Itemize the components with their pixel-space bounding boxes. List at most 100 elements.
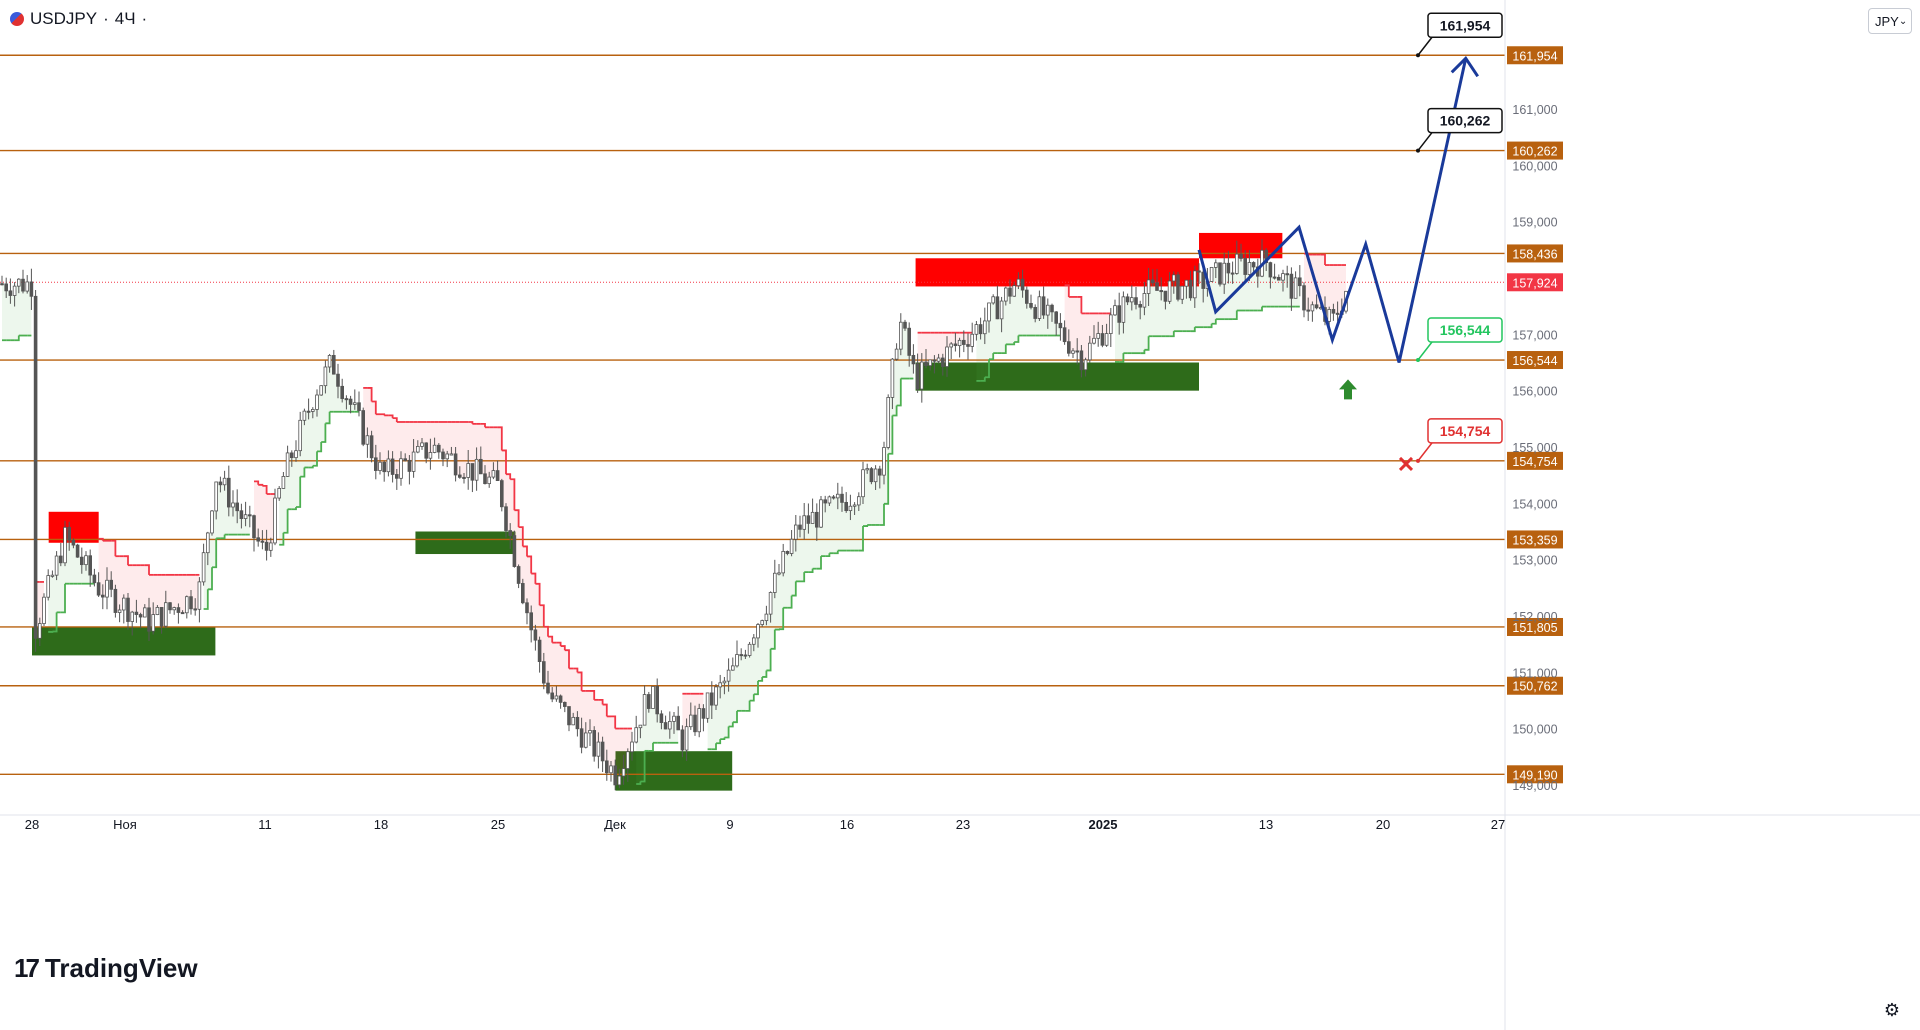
resistance-stop-line: [560, 645, 566, 651]
stop-fill-segment: [312, 409, 317, 466]
candle: [96, 582, 101, 596]
currency-button[interactable]: JPY ⌄: [1868, 8, 1912, 34]
candle: [1327, 309, 1332, 322]
stop-fill-segment: [178, 574, 183, 613]
support-stop-line: [1207, 323, 1213, 329]
level-price-label: 149,190: [1512, 768, 1557, 782]
stop-fill-segment: [552, 642, 557, 699]
callout-label: 160,262: [1440, 113, 1491, 129]
stop-fill-segment: [52, 575, 57, 632]
candle: [533, 629, 538, 641]
stop-fill-segment: [762, 620, 767, 677]
tradingview-logo[interactable]: 17 TradingView: [14, 953, 198, 984]
support-stop-line: [220, 534, 226, 540]
resistance-stop-line: [539, 604, 545, 627]
callout-anchor: [1416, 358, 1420, 363]
demand-zone: [615, 751, 733, 791]
support-stop-line: [1211, 319, 1217, 325]
candle: [155, 607, 160, 615]
gear-icon[interactable]: ⚙: [1883, 1000, 1900, 1020]
candle: [554, 695, 559, 700]
candle: [214, 481, 219, 512]
symbol-header[interactable]: USDJPY · 4Ч ·: [10, 8, 147, 30]
candle: [163, 602, 168, 627]
resistance-stop-line: [1077, 296, 1083, 314]
stop-fill-segment: [871, 481, 876, 525]
support-stop-line: [825, 553, 831, 558]
candle: [983, 320, 987, 335]
callout-label: 154,754: [1440, 423, 1491, 439]
level-price-tag: [1507, 351, 1563, 370]
support-stop-line: [787, 595, 793, 609]
support-stop-line: [207, 567, 213, 591]
stop-fill-segment: [930, 332, 935, 360]
stop-fill-segment: [737, 654, 742, 711]
candle: [474, 458, 479, 481]
stop-fill-segment: [1005, 288, 1010, 345]
support-stop-line: [325, 411, 331, 425]
candle: [647, 694, 651, 709]
candle: [781, 551, 785, 574]
stop-fill-segment: [665, 728, 670, 743]
candle: [394, 474, 399, 479]
candle: [1088, 342, 1092, 361]
candle: [953, 343, 958, 347]
candle: [1310, 304, 1315, 312]
candle: [218, 481, 223, 486]
stop-fill-segment: [413, 421, 418, 453]
stop-fill-segment: [1089, 313, 1094, 344]
candle: [1096, 333, 1101, 339]
stop-fill-segment: [510, 479, 515, 536]
candle: [457, 474, 462, 478]
candle: [1247, 262, 1252, 275]
stop-fill-segment: [422, 421, 427, 443]
candle: [4, 283, 9, 292]
candle: [588, 730, 592, 734]
stop-fill-segment: [573, 668, 578, 718]
candle: [525, 602, 529, 614]
support-stop-line: [896, 378, 902, 407]
stop-fill-segment: [1278, 280, 1283, 307]
candle: [260, 540, 265, 543]
support-stop-line: [1144, 336, 1150, 351]
candle: [827, 496, 832, 504]
resistance-stop-line: [535, 582, 541, 606]
stop-fill-segment: [1010, 296, 1015, 345]
support-stop-line: [980, 377, 986, 382]
candle: [201, 552, 206, 583]
candle: [1243, 258, 1248, 275]
candle: [1062, 327, 1067, 343]
candle: [50, 574, 55, 577]
candle: [205, 532, 210, 554]
support-stop-line: [312, 451, 318, 467]
chevron-down-icon: ⌄: [1898, 15, 1908, 27]
stop-fill-segment: [401, 421, 406, 459]
candle: [995, 296, 1000, 320]
resistance-stop-line: [564, 649, 570, 669]
stop-fill-segment: [2, 283, 7, 341]
candle: [1092, 337, 1096, 344]
stop-fill-segment: [1014, 285, 1019, 342]
candle: [315, 394, 319, 410]
candle: [193, 608, 198, 611]
stop-fill-segment: [18, 279, 23, 336]
candle: [466, 463, 470, 478]
stop-fill-segment: [577, 672, 582, 729]
candle: [1079, 350, 1084, 371]
candle: [432, 444, 437, 453]
candle: [348, 398, 353, 405]
candle: [298, 419, 302, 452]
stop-fill-segment: [846, 510, 851, 551]
support-stop-line: [766, 648, 772, 672]
callout-anchor: [1416, 53, 1420, 58]
stop-fill-segment: [1232, 273, 1237, 320]
support-stop-line: [791, 581, 797, 597]
level-price-tag: [1507, 244, 1563, 263]
candle: [12, 285, 17, 296]
stop-fill-segment: [758, 624, 763, 681]
candle: [756, 624, 760, 639]
stop-fill-segment: [640, 725, 645, 782]
level-price-tag: [1507, 46, 1563, 65]
stop-fill-segment: [304, 411, 309, 468]
